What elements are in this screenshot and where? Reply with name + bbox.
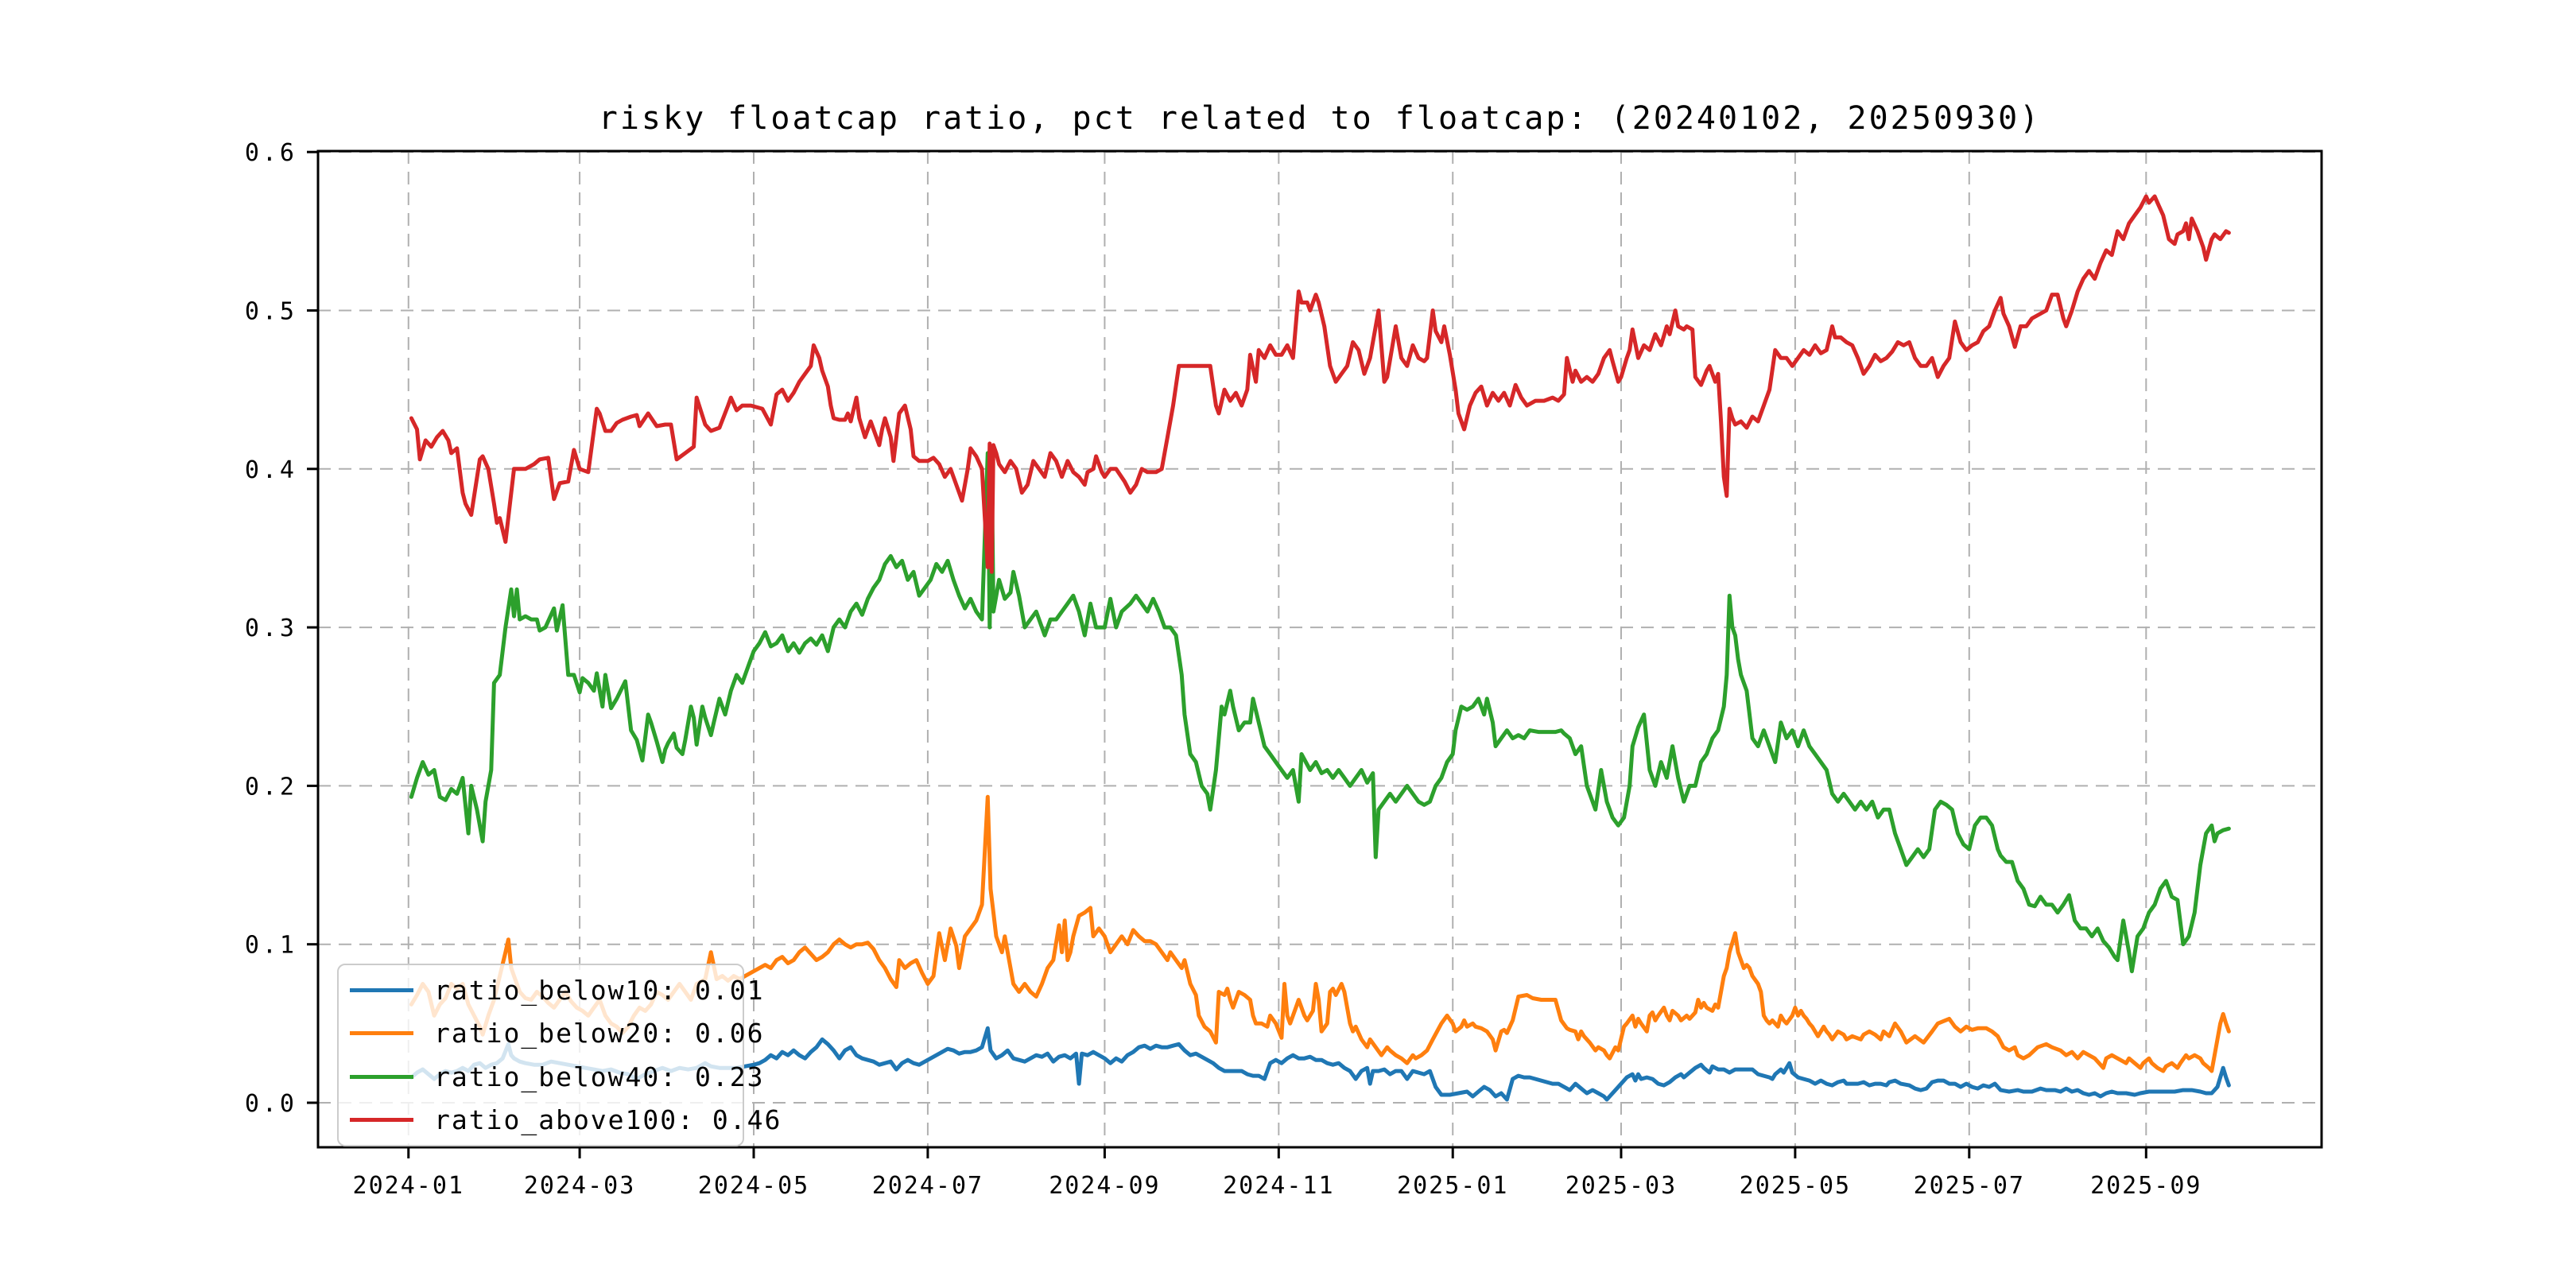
x-tick-label: 2024-03 bbox=[524, 1172, 635, 1200]
legend-item-ratio_below10: ratio_below10: 0.01 bbox=[339, 968, 763, 1012]
data-series bbox=[409, 194, 2231, 1102]
x-tick-label: 2024-07 bbox=[872, 1172, 983, 1200]
legend-line-sample-ratio_below10 bbox=[350, 987, 413, 992]
y-tick-label: 0.5 bbox=[245, 297, 297, 325]
line-ratio_below40 bbox=[409, 451, 2231, 974]
y-tick-label: 0.2 bbox=[245, 773, 297, 801]
x-tick-label: 2025-07 bbox=[1914, 1172, 2025, 1200]
legend-item-ratio_above100: ratio_above100: 0.46 bbox=[339, 1099, 780, 1143]
x-tick-label: 2025-09 bbox=[2090, 1172, 2202, 1200]
x-tick-labels: 2024-01 2024-03 2024-05 2024-07 2024-09 2024-… bbox=[353, 1172, 2202, 1200]
legend-line-sample-ratio_below20 bbox=[350, 1031, 413, 1036]
legend-label-ratio_below40: ratio_below40: 0.23 bbox=[434, 1061, 765, 1092]
x-tick-label: 2024-09 bbox=[1049, 1172, 1160, 1200]
y-tick-label: 0.3 bbox=[245, 615, 297, 642]
x-tick-label: 2024-11 bbox=[1223, 1172, 1334, 1200]
x-tick-label: 2025-01 bbox=[1397, 1172, 1508, 1200]
legend-line-sample-ratio_above100 bbox=[350, 1118, 413, 1123]
x-tick-label: 2025-03 bbox=[1565, 1172, 1677, 1200]
x-tick-label: 2024-05 bbox=[698, 1172, 809, 1200]
line-ratio_below20 bbox=[409, 794, 2231, 1073]
legend-line-sample-ratio_below40 bbox=[350, 1074, 413, 1079]
line-ratio_above100 bbox=[409, 194, 2231, 574]
axis-ticks bbox=[307, 150, 2147, 1158]
y-tick-label: 0.6 bbox=[245, 139, 297, 167]
y-tick-label: 0.1 bbox=[245, 932, 297, 960]
y-tick-labels: 0.0 0.1 0.2 0.3 0.4 0.5 0.6 bbox=[245, 139, 297, 1118]
legend-label-ratio_above100: ratio_above100: 0.46 bbox=[434, 1104, 782, 1136]
legend-label-ratio_below20: ratio_below20: 0.06 bbox=[434, 1018, 765, 1049]
legend-item-ratio_below40: ratio_below40: 0.23 bbox=[339, 1055, 763, 1099]
x-tick-label: 2025-05 bbox=[1740, 1172, 1851, 1200]
legend: ratio_below10: 0.01 ratio_below20: 0.06 ra… bbox=[337, 964, 780, 1146]
x-tick-label: 2024-01 bbox=[353, 1172, 464, 1200]
y-tick-label: 0.0 bbox=[245, 1090, 297, 1118]
legend-item-ratio_below20: ratio_below20: 0.06 bbox=[339, 1012, 763, 1056]
plot-border bbox=[316, 149, 2323, 1149]
legend-label-ratio_below10: ratio_below10: 0.01 bbox=[434, 974, 765, 1006]
line-ratio_below10 bbox=[409, 1026, 2231, 1102]
chart-title: risky floatcap ratio, pct related to flo… bbox=[598, 100, 2042, 137]
y-tick-label: 0.4 bbox=[245, 456, 297, 484]
